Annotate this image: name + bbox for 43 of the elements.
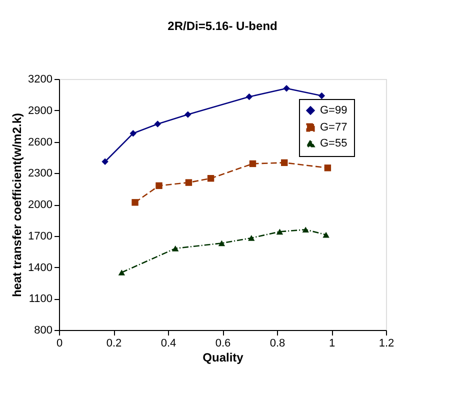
point	[281, 159, 288, 166]
point	[118, 270, 126, 276]
x-tick-label: 0.4	[160, 338, 176, 350]
legend-label: G=99	[320, 104, 348, 116]
y-tick-label: 1100	[28, 293, 52, 306]
point	[302, 226, 309, 233]
y-tick-label: 1400	[28, 262, 52, 274]
x-tick-label: 0	[56, 338, 63, 350]
y-tick-label: 2600	[28, 136, 52, 148]
point	[248, 235, 255, 241]
point	[132, 199, 138, 206]
point	[218, 240, 226, 246]
point	[154, 120, 161, 128]
x-tick-label: 0.2	[106, 338, 122, 350]
point	[184, 111, 192, 118]
point	[318, 92, 326, 100]
chart-title: 2R/Di=5.16- U-bend	[168, 19, 278, 33]
x-tick-label: 1.2	[378, 338, 394, 350]
y-axis-title: heat transfer coefficient(w/m2.k)	[10, 112, 24, 298]
x-tick-label: 0.6	[215, 338, 231, 350]
point	[102, 158, 108, 165]
y-tick-label: 3200	[28, 74, 52, 86]
y-tick-label: 2000	[28, 199, 52, 211]
point	[130, 130, 136, 137]
point	[207, 175, 214, 182]
y-tick-label: 2300	[28, 168, 52, 180]
point	[324, 164, 332, 172]
point	[156, 182, 162, 190]
x-tick-label: 0.8	[270, 338, 286, 350]
point	[185, 179, 192, 186]
y-tick-label: 1700	[28, 230, 52, 242]
y-tick-label: 2900	[28, 104, 52, 117]
point	[283, 85, 290, 92]
x-axis-title: Quality	[202, 350, 244, 364]
legend-label: G=55	[320, 138, 348, 150]
y-tick-label: 800	[34, 324, 52, 336]
point	[322, 232, 330, 238]
point	[276, 228, 284, 235]
x-tick-label: 1	[328, 338, 336, 350]
point	[172, 246, 179, 252]
point	[246, 93, 253, 100]
legend-label: G=77	[320, 122, 348, 134]
point	[249, 160, 256, 168]
